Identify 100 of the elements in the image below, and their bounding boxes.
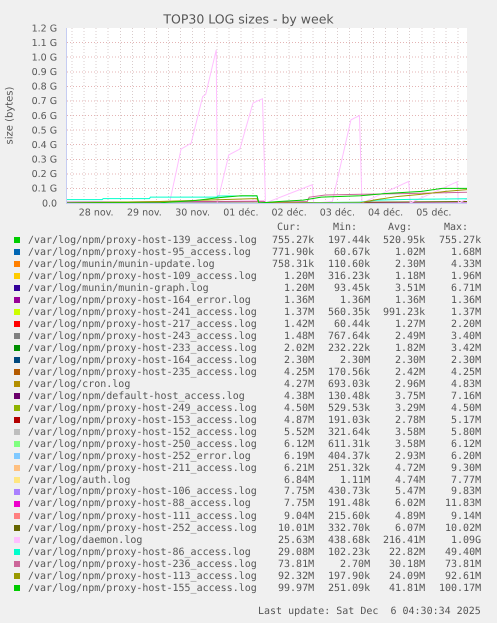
text: 1.37M <box>451 307 482 318</box>
x-tick-label: 03 déc. <box>320 207 355 218</box>
text: 5.52M <box>284 427 314 438</box>
text: 99.97M <box>278 583 314 594</box>
text: 4.87M <box>284 415 314 426</box>
text: 110.60k <box>328 259 370 270</box>
text: 4.72M <box>395 463 426 474</box>
text: 251.32k <box>328 463 370 474</box>
legend-label: /var/log/npm/proxy-host-217_access.log <box>28 319 257 330</box>
text: 6.20M <box>451 451 482 462</box>
text: 4.25M <box>451 367 482 378</box>
text: 404.37k <box>328 451 370 462</box>
text: 1.42M <box>284 319 314 330</box>
legend-label: /var/log/npm/proxy-host-113_access.log <box>28 571 257 582</box>
legend-label: /var/log/npm/proxy-host-250_access.log <box>28 439 257 450</box>
text: 438.68k <box>328 535 370 546</box>
text: 41.81M <box>389 583 426 594</box>
text: 1.68M <box>451 247 482 258</box>
x-tick-label: 28 nov. <box>78 207 114 218</box>
y-tick-label: 1.2 G <box>32 23 58 34</box>
legend-label: /var/log/npm/proxy-host-164_error.log <box>28 295 251 306</box>
text: 2.96M <box>395 379 426 390</box>
text: 4.27M <box>284 379 314 390</box>
text: 3.42M <box>451 343 482 354</box>
text: 60.67k <box>334 247 370 258</box>
text: 3.29M <box>395 403 426 414</box>
text: 2.93M <box>395 451 426 462</box>
text: 1.48M <box>284 331 314 342</box>
text: 1.27M <box>395 319 426 330</box>
text: 3.75M <box>395 391 426 402</box>
text: 7.75M <box>284 486 314 497</box>
text: 251.09k <box>328 583 370 594</box>
legend-label: /var/log/munin/munin-update.log <box>28 259 215 270</box>
text: 191.03k <box>328 415 370 426</box>
text: 9.04M <box>284 511 314 522</box>
y-tick-label: 0.3 G <box>32 154 58 166</box>
legend-label: /var/log/npm/proxy-host-88_access.log <box>28 498 251 509</box>
text: 4.50M <box>284 403 314 414</box>
chart-title: TOP30 LOG sizes - by week <box>162 11 334 26</box>
text: 6.84M <box>284 475 314 486</box>
text: 1.18M <box>395 271 426 282</box>
legend-label: /var/log/npm/proxy-host-139_access.log <box>28 235 257 246</box>
text: 6.71M <box>451 283 482 294</box>
legend-label: /var/log/npm/proxy-host-109_access.log <box>28 271 257 282</box>
legend-label: /var/log/npm/proxy-host-106_access.log <box>28 486 257 497</box>
text: 4.74M <box>395 475 426 486</box>
text: 991.23k <box>383 307 426 318</box>
text: 30.18M <box>389 559 426 570</box>
text: 216.41M <box>383 535 426 546</box>
y-axis-title: size (bytes) <box>4 86 16 144</box>
text: 1.36M <box>451 295 482 306</box>
text: 3.40M <box>451 331 482 342</box>
text: 767.64k <box>328 331 370 342</box>
text: 2.70M <box>340 559 370 570</box>
legend-label: /var/log/npm/proxy-host-236_access.log <box>28 559 257 570</box>
text: 560.35k <box>328 307 370 318</box>
text: 4.89M <box>395 511 426 522</box>
text: 6.21M <box>284 463 314 474</box>
text: 2.30M <box>395 355 426 366</box>
text: 2.30M <box>340 355 370 366</box>
legend-label: /var/log/npm/proxy-host-235_access.log <box>28 367 257 378</box>
text: 24.09M <box>389 571 426 582</box>
text: 170.56k <box>328 367 370 378</box>
text: 2.20M <box>451 319 482 330</box>
text: 520.95k <box>383 235 426 246</box>
x-tick-label: 05 déc. <box>416 207 452 218</box>
text: 430.73k <box>328 486 370 497</box>
text: 5.17M <box>451 415 482 426</box>
text: 73.81M <box>278 559 314 570</box>
text: 693.03k <box>328 379 370 390</box>
text: 4.25M <box>284 367 314 378</box>
text: 1.02M <box>395 247 426 258</box>
text: 100.17M <box>439 583 482 594</box>
y-tick-label: 1.1 G <box>32 38 58 49</box>
text: 755.27k <box>272 235 314 246</box>
text: Cur: <box>277 222 302 233</box>
legend-label: /var/log/cron.log <box>28 379 130 390</box>
text: 4.50M <box>451 403 482 414</box>
text: 4.33M <box>451 259 482 270</box>
legend-label: /var/log/npm/proxy-host-153_access.log <box>28 415 257 426</box>
text: 232.22k <box>328 343 370 354</box>
text: 7.77M <box>451 475 482 486</box>
legend-label: /var/log/npm/proxy-host-252_error.log <box>28 451 251 462</box>
text: 1.96M <box>451 271 482 282</box>
text: 191.48k <box>328 498 370 509</box>
text: 1.36M <box>340 295 370 306</box>
text: 197.44k <box>328 235 370 246</box>
y-tick-label: 0.0 <box>42 198 58 210</box>
text: 529.53k <box>328 403 370 414</box>
legend-label: /var/log/npm/proxy-host-249_access.log <box>28 403 257 414</box>
text: 611.31k <box>328 439 370 450</box>
text: 321.64k <box>328 427 370 438</box>
text: 11.83M <box>445 498 482 509</box>
x-tick-label: 01 déc. <box>223 207 258 218</box>
legend-label: /var/log/npm/proxy-host-95_access.log <box>28 247 251 258</box>
text: 1.09G <box>451 535 482 546</box>
text: 4.83M <box>451 379 482 390</box>
text: 316.23k <box>328 271 370 282</box>
text: 10.01M <box>278 523 314 534</box>
text: 4.38M <box>284 391 314 402</box>
